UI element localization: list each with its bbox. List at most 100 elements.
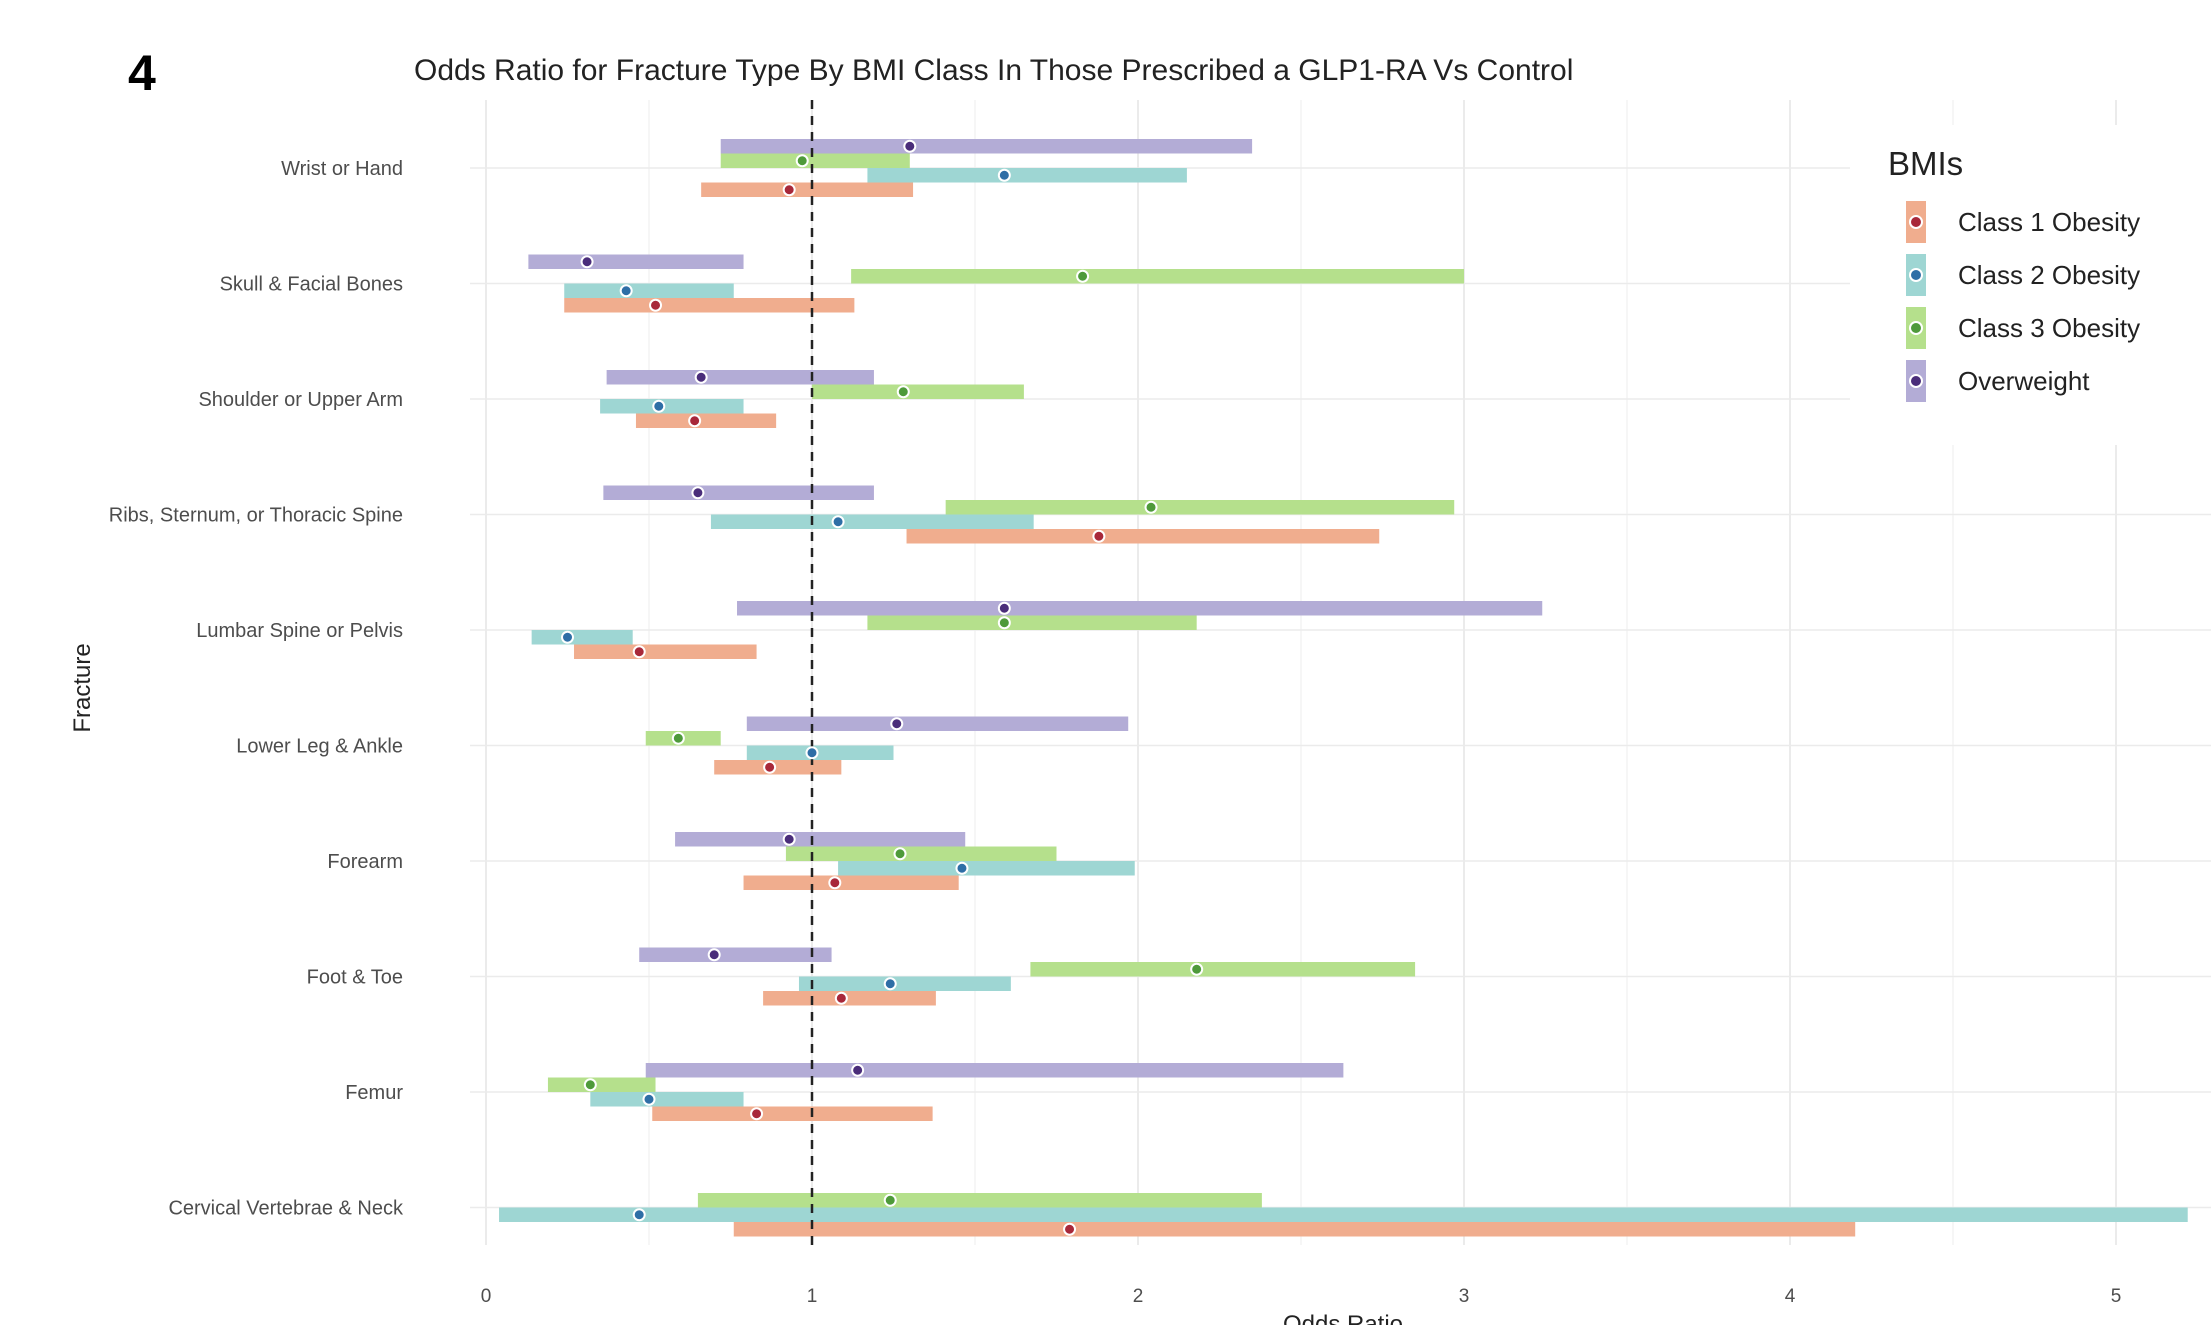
interval-bar [697,1193,1262,1208]
interval-bar [945,500,1455,515]
interval-bar [635,413,777,428]
interval-bar [701,182,914,197]
legend-label: Class 1 Obesity [1958,207,2140,237]
estimate-point [997,601,1011,615]
x-tick-label: 0 [481,1286,492,1307]
category-label: Shoulder or Upper Arm [198,389,403,411]
category-label: Wrist or Hand [281,158,403,180]
estimate-point [883,1193,897,1207]
x-tick-label: 3 [1459,1286,1470,1307]
estimate-points [561,139,1204,1236]
legend-point [1909,321,1923,335]
estimate-point [694,370,708,384]
interval-bar [645,1063,1344,1078]
estimate-point [883,977,897,991]
interval-bar [639,947,832,962]
interval-bar [746,745,894,760]
estimate-point [851,1063,865,1077]
interval-bar [606,370,874,385]
interval-bar [851,269,1464,284]
interval-bar [714,760,842,775]
interval-bar [867,168,1187,183]
x-axis-title: Odds Ratio [1283,1311,1403,1325]
category-label: Lumbar Spine or Pelvis [196,620,403,642]
estimate-point [795,154,809,168]
estimate-point [671,731,685,745]
legend-label: Class 2 Obesity [1958,260,2140,290]
legend-label: Class 3 Obesity [1958,313,2140,343]
estimate-point [707,948,721,962]
estimate-point [642,1092,656,1106]
interval-bar [743,875,959,890]
x-tick-label: 4 [1785,1286,1796,1307]
estimate-point [782,183,796,197]
axis-labels: Wrist or Hand Skull & Facial Bones Shoulde… [109,158,2121,1307]
category-label: Forearm [327,851,403,873]
estimate-point [782,832,796,846]
legend-items: Class 1 Obesity Class 2 Obesity Class 3 Ob… [1906,201,2140,402]
interval-bar [499,1207,2188,1222]
interval-bar [746,716,1129,731]
estimate-point [896,385,910,399]
interval-bar [564,298,855,313]
estimate-point [632,1208,646,1222]
interval-bar [763,991,936,1006]
estimate-point [831,515,845,529]
estimate-point [750,1107,764,1121]
estimate-point [997,168,1011,182]
estimate-point [903,139,917,153]
estimate-point [691,486,705,500]
interval-bar [528,254,744,269]
category-label: Foot & Toe [307,967,403,989]
estimate-point [805,746,819,760]
interval-bar [547,1077,656,1092]
y-axis-title: Fracture [69,643,96,732]
interval-bar [564,283,734,298]
estimate-point [1092,529,1106,543]
estimate-point [955,861,969,875]
x-tick-label: 2 [1133,1286,1144,1307]
legend-point [1909,374,1923,388]
interval-bar [720,153,910,168]
interval-bars [499,139,2188,1237]
estimate-point [1063,1222,1077,1236]
category-label: Ribs, Sternum, or Thoracic Spine [109,505,403,527]
estimate-point [1190,962,1204,976]
estimate-point [1076,269,1090,283]
interval-bar [737,601,1543,616]
legend-point [1909,268,1923,282]
interval-bar [720,139,1253,154]
estimate-point [763,760,777,774]
category-label: Lower Leg & Ankle [236,736,403,758]
interval-bar [838,861,1135,876]
estimate-point [893,847,907,861]
legend-label: Overweight [1958,366,2090,396]
interval-bar [798,976,1011,991]
interval-bar [867,615,1197,630]
estimate-point [652,399,666,413]
legend-point [1909,215,1923,229]
legend-title: BMIs [1888,145,1963,182]
interval-bar [590,1092,744,1107]
interval-bar [906,529,1380,544]
panel-label: 4 [128,45,156,101]
interval-bar [785,846,1057,861]
estimate-point [828,876,842,890]
interval-bar [531,630,633,645]
interval-bar [603,485,874,500]
category-label: Femur [345,1082,403,1104]
estimate-point [688,414,702,428]
interval-bar [733,1222,1856,1237]
x-tick-label: 5 [2111,1286,2122,1307]
estimate-point [583,1078,597,1092]
interval-bar [812,384,1024,399]
category-label: Cervical Vertebrae & Neck [168,1198,404,1220]
interval-bar [574,644,757,659]
estimate-point [649,298,663,312]
interval-bar [1030,962,1416,977]
estimate-point [619,284,633,298]
interval-bar [710,514,1034,529]
estimate-point [1144,500,1158,514]
